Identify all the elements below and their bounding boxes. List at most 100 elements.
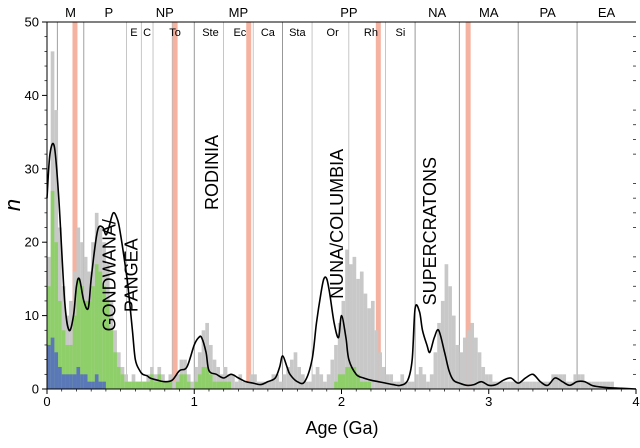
y-tick-label-5: 50 bbox=[25, 15, 39, 30]
marker-band-3 bbox=[375, 22, 381, 389]
bar-all-101 bbox=[418, 366, 423, 389]
bar-green-4 bbox=[61, 330, 66, 389]
bar-all-66 bbox=[289, 359, 294, 389]
bar-green-83 bbox=[352, 366, 357, 389]
supercontinent-label-1: RODINIA bbox=[202, 135, 222, 210]
bar-all-58 bbox=[260, 381, 265, 389]
supercontinent-label-3: SUPERCRATONS bbox=[420, 157, 440, 305]
period-label-0: E bbox=[130, 27, 137, 39]
bar-all-87 bbox=[367, 308, 371, 389]
x-axis-label: Age (Ga) bbox=[305, 418, 378, 438]
density-curve-group bbox=[46, 142, 637, 390]
bar-all-100 bbox=[415, 374, 419, 389]
bar-all-99 bbox=[411, 381, 416, 389]
bar-all-69 bbox=[301, 374, 305, 389]
supercontinent-label-0: GONDWANA/PANGEA bbox=[100, 219, 142, 331]
bar-green-17 bbox=[109, 330, 114, 389]
bar-blue-5 bbox=[65, 374, 70, 389]
bar-all-120 bbox=[488, 374, 493, 389]
period-label-5: Ca bbox=[261, 27, 276, 39]
period-label-9: Si bbox=[396, 27, 406, 39]
bar-all-60 bbox=[267, 381, 272, 389]
supercontinent-label-0-line-0: GONDWANA/ bbox=[100, 219, 120, 331]
supercontinent-label-2: NUNA/COLUMBIA bbox=[327, 149, 347, 299]
bar-green-31 bbox=[161, 381, 165, 389]
bar-green-19 bbox=[116, 366, 121, 389]
period-label-6: Sta bbox=[289, 27, 306, 39]
bar-all-72 bbox=[312, 374, 316, 389]
bar-all-116 bbox=[474, 337, 478, 389]
bar-green-9 bbox=[80, 286, 84, 389]
bar-all-77 bbox=[330, 359, 335, 389]
bar-all-134 bbox=[540, 381, 544, 389]
bar-all-88 bbox=[370, 300, 375, 389]
bars-green-subset bbox=[47, 190, 371, 389]
bar-all-103 bbox=[426, 381, 430, 389]
bar-all-96 bbox=[400, 374, 405, 389]
bar-green-41 bbox=[197, 374, 202, 389]
bar-green-3 bbox=[58, 300, 62, 389]
bar-green-10 bbox=[83, 300, 88, 389]
bar-blue-10 bbox=[83, 374, 88, 389]
bar-green-2 bbox=[54, 242, 59, 389]
bar-all-105 bbox=[433, 352, 438, 389]
bar-blue-15 bbox=[102, 381, 106, 389]
bar-all-59 bbox=[264, 381, 268, 389]
bar-blue-13 bbox=[94, 374, 99, 389]
bar-all-54 bbox=[245, 381, 250, 389]
bar-green-79 bbox=[337, 374, 342, 389]
x-tick-label-0: 0 bbox=[43, 394, 50, 409]
period-label-1: C bbox=[143, 27, 151, 39]
bar-green-26 bbox=[142, 381, 147, 389]
bar-all-115 bbox=[470, 322, 475, 389]
bar-all-112 bbox=[459, 352, 463, 389]
bar-green-16 bbox=[105, 300, 110, 389]
supercontinent-label-0-line-1: PANGEA bbox=[122, 238, 142, 312]
bar-all-79 bbox=[337, 322, 342, 389]
bar-green-13 bbox=[94, 264, 99, 389]
bar-all-122 bbox=[496, 381, 500, 389]
supercontinent-label-1-line-0: RODINIA bbox=[202, 135, 222, 210]
bar-all-51 bbox=[234, 381, 239, 389]
bar-all-137 bbox=[551, 374, 556, 389]
bar-green-28 bbox=[150, 374, 154, 389]
bar-all-89 bbox=[374, 330, 379, 389]
bar-green-45 bbox=[212, 381, 217, 389]
bar-all-68 bbox=[297, 366, 302, 389]
bar-all-74 bbox=[319, 374, 324, 389]
bar-all-75 bbox=[323, 381, 327, 389]
bar-all-52 bbox=[238, 374, 243, 389]
era-label-8: EA bbox=[598, 5, 616, 20]
bar-green-48 bbox=[223, 381, 228, 389]
bar-green-1 bbox=[50, 190, 55, 389]
x-tick-label-1: 1 bbox=[191, 394, 198, 409]
bar-all-124 bbox=[503, 381, 508, 389]
bar-green-47 bbox=[220, 381, 224, 389]
bar-all-109 bbox=[448, 286, 452, 389]
period-label-7: Or bbox=[327, 27, 340, 39]
bar-green-43 bbox=[205, 366, 209, 389]
bar-all-76 bbox=[326, 374, 331, 389]
bar-green-5 bbox=[65, 344, 70, 389]
x-tick-label-2: 2 bbox=[338, 394, 345, 409]
y-axis-label: n bbox=[0, 199, 25, 211]
bar-green-30 bbox=[157, 374, 162, 389]
bar-all-139 bbox=[558, 374, 563, 389]
bar-blue-14 bbox=[98, 381, 103, 389]
bar-green-82 bbox=[348, 366, 353, 389]
x-tick-label-3: 3 bbox=[485, 394, 492, 409]
bar-all-65 bbox=[286, 366, 290, 389]
bar-all-151 bbox=[602, 381, 607, 389]
bar-green-44 bbox=[208, 374, 213, 389]
bar-green-37 bbox=[183, 374, 187, 389]
bar-all-136 bbox=[547, 381, 552, 389]
bar-all-108 bbox=[444, 264, 449, 389]
bar-green-86 bbox=[363, 381, 368, 389]
bar-green-80 bbox=[341, 374, 346, 389]
y-tick-label-0: 0 bbox=[32, 382, 39, 397]
bar-all-46 bbox=[216, 366, 221, 389]
bar-green-29 bbox=[153, 381, 158, 389]
period-divisions bbox=[56, 22, 578, 389]
